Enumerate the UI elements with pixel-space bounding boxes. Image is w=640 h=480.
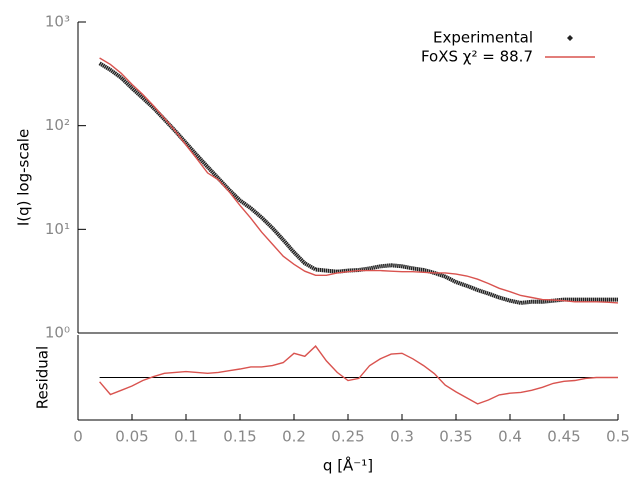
legend-symbol [567,35,573,41]
data-line [99,345,618,405]
data-line [99,57,619,304]
x-tick-label: 0.3 [390,428,414,446]
y-axis-label: I(q) log-scale [15,129,33,226]
x-tick-label: 0.2 [282,428,306,446]
y-tick-label: 10³ [45,13,70,31]
x-tick-label: 0.4 [498,428,522,446]
x-tick-label: 0.5 [606,428,630,446]
x-tick-label: 0.45 [547,428,580,446]
x-tick-label: 0.05 [115,428,148,446]
legend-label: FoXS χ² = 88.7 [421,48,533,66]
legend-label: Experimental [433,29,533,47]
x-tick-label: 0.35 [439,428,472,446]
x-tick-label: 0.15 [223,428,256,446]
y-tick-label: 10⁰ [45,324,70,342]
y-tick-label: 10¹ [45,220,70,238]
x-tick-label: 0 [73,428,83,446]
data-points [98,61,618,305]
x-axis-label: q [Å⁻¹] [323,456,373,475]
y-tick-label: 10² [45,116,70,134]
x-tick-label: 0.25 [331,428,364,446]
y-axis-label: Residual [34,346,52,409]
x-tick-label: 0.1 [174,428,198,446]
